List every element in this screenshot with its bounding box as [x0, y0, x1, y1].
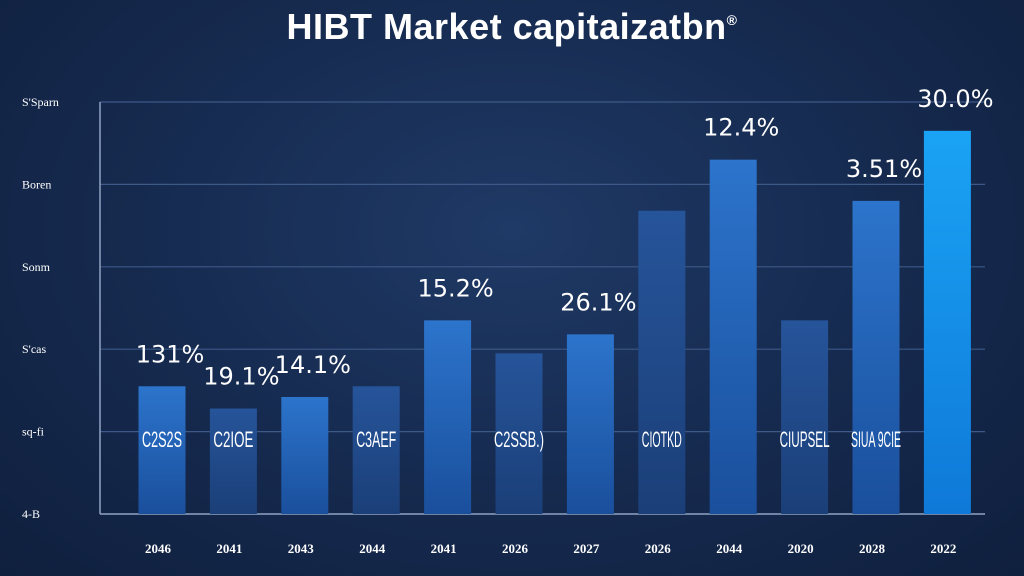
bar-inner-texts: C2S2S C2IOE C3AEF C2SSB.) CIOTKD CIUPSEL SIUA … [142, 427, 901, 452]
bar [709, 159, 757, 514]
registered-mark: ® [726, 12, 738, 28]
chart-title-text: HIBT Market capitaizatbn [286, 6, 727, 47]
y-tick-label: S'cas [22, 342, 46, 356]
data-labels: 131%19.1%14.1% 15.2% 26.1% 12.4% 3.51% 30.0% [136, 85, 994, 391]
bar-inner-text: CIOTKD [642, 427, 682, 452]
data-label: 12.4% [703, 114, 779, 142]
data-label: 131% [136, 340, 205, 368]
bar-inner-text: SIUA 9CIE [851, 427, 901, 452]
bar-inner-text: C2S2S [142, 427, 182, 452]
bar [424, 320, 472, 514]
x-tick-label: 2022 [930, 541, 956, 556]
bar [352, 386, 400, 514]
bar [138, 386, 186, 514]
data-label: 19.1% [203, 363, 279, 391]
y-tick-label: 4-B [22, 507, 40, 521]
x-tick-label: 2044 [359, 541, 386, 556]
x-tick-label: 2046 [145, 541, 172, 556]
bar [281, 396, 329, 514]
bar-inner-text: C2IOE [213, 427, 253, 452]
data-label: 26.1% [560, 288, 636, 316]
y-tick-label: sq-fi [22, 425, 45, 439]
x-tick-label: 2041 [431, 541, 457, 556]
x-tick-labels: 2046 2041 2043 2044 2041 2026 2027 2026 2044 2020… [145, 541, 956, 556]
x-tick-label: 2027 [573, 541, 600, 556]
x-tick-label: 2043 [288, 541, 315, 556]
y-tick-label: Sonm [22, 260, 51, 274]
chart-title: HIBT Market capitaizatbn® [0, 6, 1024, 48]
bar [566, 334, 614, 514]
bar-inner-text: C2SSB.) [494, 427, 544, 452]
bar [638, 210, 686, 514]
x-tick-label: 2020 [788, 541, 814, 556]
x-tick-label: 2028 [859, 541, 886, 556]
bar [852, 200, 900, 514]
data-label: 3.51% [846, 155, 922, 183]
bar [781, 320, 829, 514]
y-tick-label: S'Sparn [22, 95, 59, 109]
x-tick-label: 2026 [645, 541, 672, 556]
data-label: 30.0% [917, 85, 993, 113]
x-tick-label: 2026 [502, 541, 529, 556]
y-tick-labels: 4-B sq-fi S'cas Sonm Boren S'Sparn [22, 95, 59, 521]
data-label: 14.1% [275, 351, 351, 379]
bar-inner-text: C3AEF [356, 427, 396, 452]
bar [209, 408, 257, 514]
bars [138, 130, 971, 514]
bar [923, 130, 971, 514]
bar-inner-text: CIUPSEL [780, 427, 830, 452]
y-tick-label: Boren [22, 177, 51, 191]
x-tick-label: 2041 [216, 541, 242, 556]
data-label: 15.2% [417, 274, 493, 302]
x-tick-label: 2044 [716, 541, 743, 556]
bar [495, 353, 543, 514]
